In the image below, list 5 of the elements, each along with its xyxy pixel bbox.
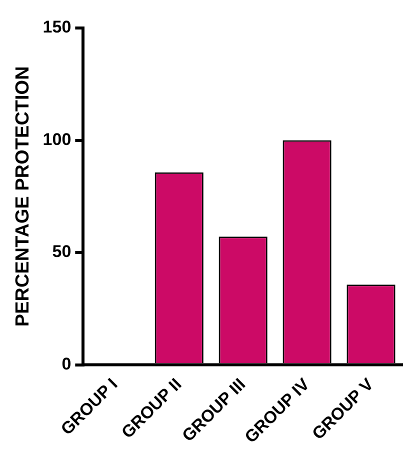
y-tick-label: 100 [42,130,72,149]
y-tick-label: 0 [62,354,72,374]
y-axis-title: PERCENTAGE PROTECTION [12,66,34,327]
y-tick-label: 150 [42,18,72,37]
y-tick-label: 50 [52,242,72,262]
